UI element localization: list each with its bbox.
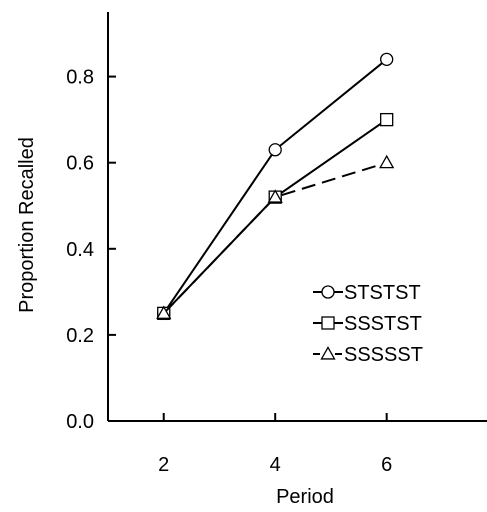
data-point [380, 52, 394, 67]
legend-entry: STSTST [313, 282, 421, 304]
series-line [162, 58, 388, 314]
data-point [268, 143, 282, 157]
data-point [267, 189, 283, 203]
y-axis-title: Proportion Recalled [16, 137, 38, 313]
legend-label: STSTST [344, 282, 421, 304]
legend-entry: SSSTST [313, 313, 422, 335]
data-point [156, 305, 172, 319]
legend-label: SSSTST [344, 313, 422, 335]
y-tick-label: 0.6 [66, 153, 94, 175]
legend-marker [320, 346, 336, 360]
series-ssssst [156, 154, 395, 319]
axes: 0.0 0.2 0.4 0.6 0.8 2 4 6 [66, 12, 487, 476]
y-tick-label: 0.2 [66, 325, 94, 347]
x-tick-label: 6 [381, 454, 392, 476]
y-tick-label: 0.4 [66, 239, 94, 261]
data-point [379, 154, 395, 169]
x-tick-label: 4 [270, 454, 281, 476]
x-tick-label: 2 [158, 454, 169, 476]
legend-label: SSSSST [344, 344, 423, 366]
y-tick-label: 0.0 [66, 411, 94, 433]
data-point [380, 112, 394, 127]
legend-entry: SSSSST [313, 344, 423, 366]
y-tick-label: 0.8 [66, 67, 94, 89]
legend-marker [321, 316, 335, 330]
x-axis-title: Period [276, 486, 334, 507]
series-ststst [157, 52, 394, 321]
legend: STSTST SSSTST SSSSST [313, 282, 423, 366]
series-line [163, 161, 387, 315]
legend-marker [321, 285, 335, 299]
series-group [156, 52, 395, 321]
